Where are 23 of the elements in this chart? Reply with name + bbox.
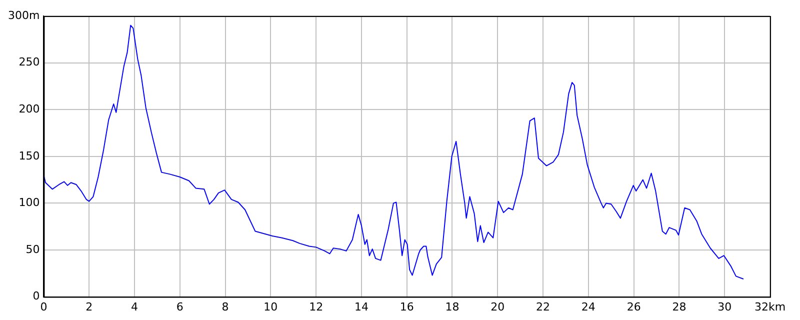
y-tick-label: 150	[18, 149, 40, 162]
x-tick-label: 16	[400, 300, 414, 314]
y-tick-label: 100	[18, 196, 40, 210]
y-tick-label: 250	[18, 56, 40, 69]
y-tick-label: 0	[32, 290, 40, 303]
x-tick-label: 20	[490, 300, 505, 314]
x-tick-label: 30	[718, 300, 732, 314]
x-tick-label: 24	[581, 300, 596, 314]
x-tick-label: 8	[222, 300, 229, 314]
x-tick-label: 28	[672, 300, 686, 314]
x-tick-label: 32km	[754, 300, 786, 314]
x-tick-label: 2	[86, 300, 93, 314]
y-tick-label: 300m	[8, 8, 40, 22]
y-tick-label: 50	[26, 242, 40, 256]
x-tick-label: 10	[264, 300, 278, 314]
x-tick-label: 14	[354, 300, 368, 314]
x-tick-label: 26	[626, 300, 641, 314]
x-tick-label: 12	[309, 300, 324, 314]
x-tick-label: 18	[445, 300, 460, 314]
x-tick-label: 22	[536, 300, 550, 314]
x-tick-label: 4	[130, 300, 138, 314]
x-tick-label: 6	[176, 300, 184, 314]
y-tick-label: 200	[18, 102, 40, 116]
